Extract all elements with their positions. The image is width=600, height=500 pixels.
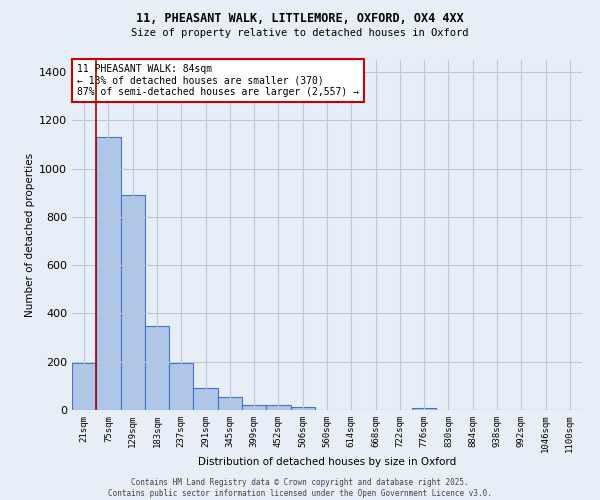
Bar [193,388,218,410]
Bar [242,404,266,410]
Bar [218,396,242,410]
Bar [121,195,145,410]
Text: Contains HM Land Registry data © Crown copyright and database right 2025.
Contai: Contains HM Land Registry data © Crown c… [108,478,492,498]
Bar [72,363,96,410]
Text: 11, PHEASANT WALK, LITTLEMORE, OXFORD, OX4 4XX: 11, PHEASANT WALK, LITTLEMORE, OXFORD, O… [136,12,464,26]
Bar [145,326,169,410]
Bar [96,137,121,410]
Text: Size of property relative to detached houses in Oxford: Size of property relative to detached ho… [131,28,469,38]
Y-axis label: Number of detached properties: Number of detached properties [25,153,35,317]
Bar [412,408,436,410]
Bar [266,405,290,410]
Bar [290,407,315,410]
Text: 11 PHEASANT WALK: 84sqm
← 13% of detached houses are smaller (370)
87% of semi-d: 11 PHEASANT WALK: 84sqm ← 13% of detache… [77,64,359,96]
X-axis label: Distribution of detached houses by size in Oxford: Distribution of detached houses by size … [198,456,456,466]
Bar [169,363,193,410]
